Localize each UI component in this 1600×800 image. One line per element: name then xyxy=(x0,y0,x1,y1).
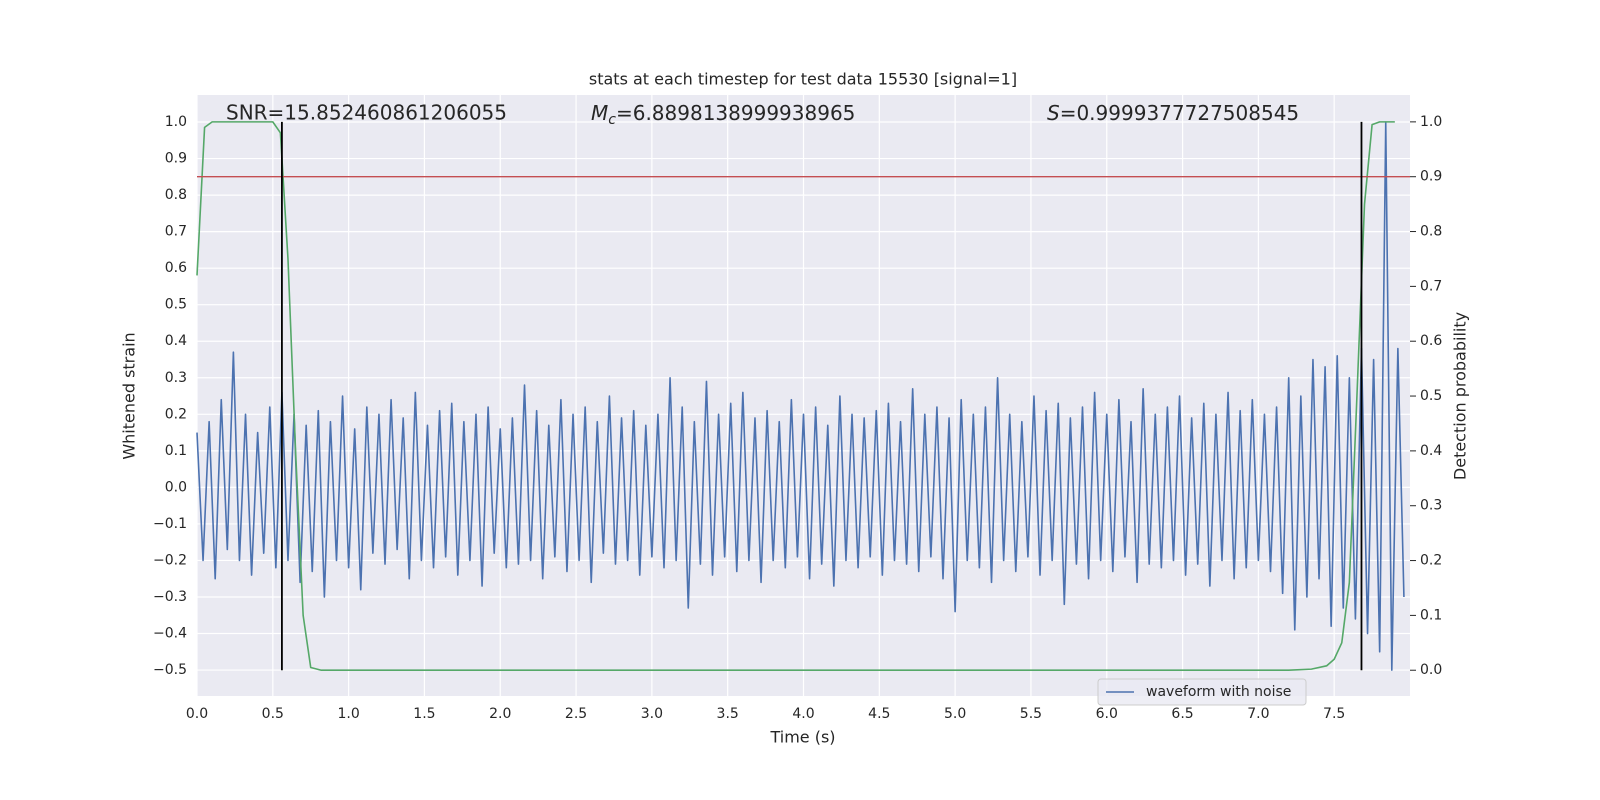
series-line xyxy=(196,121,1405,671)
y-tick-label: 0.1 xyxy=(165,443,187,459)
annotation: S=0.9999377727508545 xyxy=(1047,101,1299,125)
annotation-value: =0.9999377727508545 xyxy=(1060,101,1299,125)
data xyxy=(196,121,1410,672)
x-tick-label: 2.0 xyxy=(489,706,511,722)
y-tick-label: −0.2 xyxy=(153,552,187,568)
y-tick-label: 0.4 xyxy=(165,333,187,349)
y2-tick-label: 0.0 xyxy=(1420,662,1442,678)
y-tick-label: 0.5 xyxy=(165,297,187,313)
x-tick-label: 1.5 xyxy=(413,706,435,722)
annotation-value: =6.8898138999938965 xyxy=(616,101,855,125)
y2-tick-label: 0.9 xyxy=(1420,169,1442,185)
y-tick-label: 0.9 xyxy=(165,151,187,167)
annotation-symbol: M xyxy=(591,101,608,125)
x-tick-label: 5.5 xyxy=(1020,706,1042,722)
y2-tick-label: 0.5 xyxy=(1420,388,1442,404)
legend: waveform with noise xyxy=(1097,678,1307,706)
x-tick-label: 3.0 xyxy=(641,706,663,722)
y-tick-label: −0.4 xyxy=(153,626,187,642)
x-tick-label: 1.0 xyxy=(337,706,359,722)
annotation: Mc=6.8898138999938965 xyxy=(591,101,855,129)
x-tick-label: 5.0 xyxy=(944,706,966,722)
legend-label: waveform with noise xyxy=(1146,684,1291,700)
y2-tick-label: 0.4 xyxy=(1420,443,1442,459)
y-tick-label: 0.8 xyxy=(165,187,187,203)
y-tick-label: 0.3 xyxy=(165,370,187,386)
x-tick-label: 3.5 xyxy=(717,706,739,722)
x-tick-label: 6.5 xyxy=(1171,706,1193,722)
x-tick-label: 6.0 xyxy=(1096,706,1118,722)
y2-axis-label: Detection probability xyxy=(1451,312,1470,480)
annotation-subscript: c xyxy=(608,112,616,128)
x-tick-label: 7.5 xyxy=(1323,706,1345,722)
x-tick-label: 2.5 xyxy=(565,706,587,722)
x-axis-label: Time (s) xyxy=(769,728,835,747)
x-tick-label: 4.0 xyxy=(792,706,814,722)
x-tick-label: 4.5 xyxy=(868,706,890,722)
y2-tick-label: 0.7 xyxy=(1420,278,1442,294)
y-tick-label: −0.5 xyxy=(153,662,187,678)
annotation: SNR=15.852460861206055 xyxy=(226,101,507,125)
y-axis-label: Whitened strain xyxy=(120,332,139,459)
x-tick-label: 0.0 xyxy=(186,706,208,722)
y-tick-label: 1.0 xyxy=(165,114,187,130)
x-tick-label: 7.0 xyxy=(1247,706,1269,722)
y2-tick-label: 0.8 xyxy=(1420,224,1442,240)
y-tick-label: −0.3 xyxy=(153,589,187,605)
y2-tick-label: 0.2 xyxy=(1420,553,1442,569)
y2-tick-label: 0.6 xyxy=(1420,333,1442,349)
y-tick-label: −0.1 xyxy=(153,516,187,532)
chart-title: stats at each timestep for test data 155… xyxy=(589,70,1017,89)
x-tick-label: 0.5 xyxy=(262,706,284,722)
y-tick-label: 0.2 xyxy=(165,406,187,422)
annotation-symbol: S xyxy=(1047,101,1060,125)
y2-tick-label: 1.0 xyxy=(1420,114,1442,130)
y2-tick-label: 0.1 xyxy=(1420,607,1442,623)
y-tick-label: 0.0 xyxy=(165,479,187,495)
y-tick-label: 0.7 xyxy=(165,224,187,240)
y-tick-label: 0.6 xyxy=(165,260,187,276)
legend-box xyxy=(1097,678,1307,706)
y2-tick-label: 0.3 xyxy=(1420,498,1442,514)
